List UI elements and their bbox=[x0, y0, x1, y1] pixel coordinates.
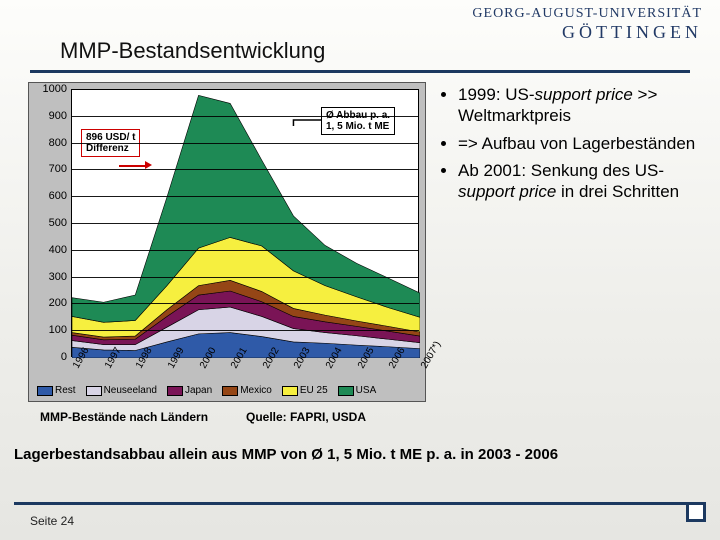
ytick-label: 300 bbox=[49, 271, 67, 283]
legend-swatch bbox=[37, 386, 53, 396]
gridline bbox=[71, 223, 419, 224]
legend-item: Rest bbox=[37, 385, 76, 396]
legend-label: Neuseeland bbox=[104, 385, 157, 396]
bottom-conclusion: Lagerbestandsabbau allein aus MMP von Ø … bbox=[14, 446, 708, 463]
legend-label: Rest bbox=[55, 385, 76, 396]
logo-line1: GEORG-AUGUST-UNIVERSITÄT bbox=[472, 6, 702, 22]
ytick-label: 500 bbox=[49, 217, 67, 229]
legend-swatch bbox=[338, 386, 354, 396]
legend-swatch bbox=[86, 386, 102, 396]
ytick-label: 1000 bbox=[43, 83, 67, 95]
footer-box bbox=[686, 502, 706, 522]
chart-caption: MMP-Bestände nach Ländern bbox=[40, 410, 208, 424]
footer bbox=[0, 502, 720, 540]
legend-label: Japan bbox=[185, 385, 212, 396]
gridline bbox=[71, 250, 419, 251]
bullet-item: Ab 2001: Senkung des US-support price in… bbox=[458, 160, 706, 203]
ytick-label: 400 bbox=[49, 244, 67, 256]
bullet-item: => Aufbau von Lagerbeständen bbox=[458, 133, 706, 154]
chart-legend: Rest Neuseeland Japan Mexico EU 25 USA bbox=[37, 383, 417, 395]
title-underline bbox=[30, 70, 690, 73]
annotation-right: Ø Abbau p. a. 1, 5 Mio. t ME bbox=[321, 107, 395, 135]
legend-item: Neuseeland bbox=[86, 385, 157, 396]
legend-label: Mexico bbox=[240, 385, 272, 396]
legend-item: USA bbox=[338, 385, 377, 396]
slide-root: GEORG-AUGUST-UNIVERSITÄT GÖTTINGEN MMP-B… bbox=[0, 0, 720, 540]
annotation-right-l2: 1, 5 Mio. t ME bbox=[326, 121, 389, 132]
ytick-label: 900 bbox=[49, 110, 67, 122]
legend-item: EU 25 bbox=[282, 385, 328, 396]
gridline bbox=[71, 303, 419, 304]
gridline bbox=[71, 169, 419, 170]
ytick-label: 100 bbox=[49, 324, 67, 336]
arrow-left bbox=[119, 165, 147, 167]
chart-container: 01002003004005006007008009001000 1996199… bbox=[28, 82, 426, 402]
legend-swatch bbox=[167, 386, 183, 396]
legend-label: EU 25 bbox=[300, 385, 328, 396]
gridline bbox=[71, 143, 419, 144]
gridline bbox=[71, 330, 419, 331]
annotation-left-l1: 896 USD/ t bbox=[86, 132, 135, 143]
page-title: MMP-Bestandsentwicklung bbox=[60, 38, 325, 64]
gridline bbox=[71, 89, 419, 90]
annotation-left-l2: Differenz bbox=[86, 143, 129, 154]
ytick-label: 700 bbox=[49, 163, 67, 175]
ytick-label: 0 bbox=[61, 351, 67, 363]
ytick-label: 200 bbox=[49, 297, 67, 309]
ytick-label: 600 bbox=[49, 190, 67, 202]
legend-swatch bbox=[222, 386, 238, 396]
gridline bbox=[71, 116, 419, 117]
university-logo: GEORG-AUGUST-UNIVERSITÄT GÖTTINGEN bbox=[472, 6, 702, 43]
gridline bbox=[71, 277, 419, 278]
arrowhead-left bbox=[145, 161, 152, 169]
legend-label: USA bbox=[356, 385, 377, 396]
logo-line2: GÖTTINGEN bbox=[472, 22, 702, 43]
chart-source: Quelle: FAPRI, USDA bbox=[246, 410, 366, 424]
legend-swatch bbox=[282, 386, 298, 396]
bullet-list: 1999: US-support price >> Weltmarktpreis… bbox=[438, 84, 706, 208]
ytick-label: 800 bbox=[49, 137, 67, 149]
page-number: Seite 24 bbox=[30, 514, 74, 528]
legend-item: Mexico bbox=[222, 385, 272, 396]
bullet-item: 1999: US-support price >> Weltmarktpreis bbox=[458, 84, 706, 127]
legend-item: Japan bbox=[167, 385, 212, 396]
gridline bbox=[71, 196, 419, 197]
footer-line bbox=[14, 502, 706, 505]
